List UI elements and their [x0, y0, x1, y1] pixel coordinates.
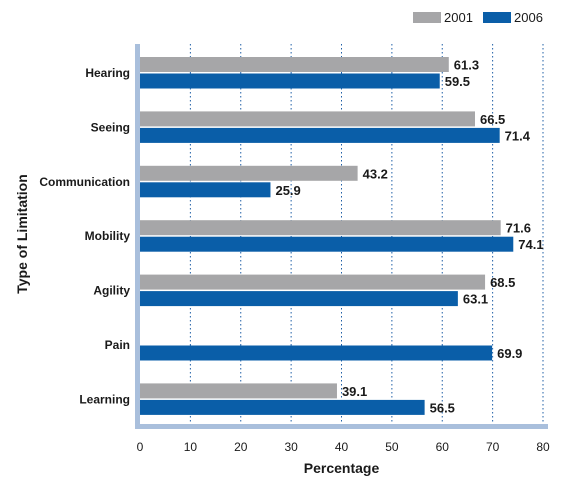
data-label: 59.5: [445, 74, 470, 89]
bar: [140, 57, 449, 72]
bar: [140, 165, 358, 181]
category-label: Seeing: [91, 120, 130, 134]
x-tick-label: 50: [385, 440, 399, 454]
data-label: 39.1: [342, 384, 367, 399]
bar: [140, 274, 486, 290]
y-axis-title: Type of Limitation: [14, 174, 30, 294]
x-tick-label: 40: [335, 440, 349, 454]
data-label: 66.5: [480, 112, 505, 127]
data-labels: 61.359.5 66.571.4 43.2 25.9 71.674.1 68.563.1…: [275, 58, 543, 416]
bar: [140, 291, 458, 307]
x-tick-label: 10: [184, 440, 198, 454]
category-label: Hearing: [85, 66, 130, 80]
x-tick-label: 70: [486, 440, 500, 454]
bar: [140, 345, 493, 361]
data-label: 74.1: [518, 237, 543, 252]
category-label: Communication: [39, 175, 130, 189]
bar: [140, 182, 271, 198]
data-label: 25.9: [275, 183, 300, 198]
x-axis-title: Percentage: [304, 460, 380, 476]
legend-label: 2001: [444, 10, 473, 25]
legend: 2001 2006: [413, 10, 543, 25]
category-label: Pain: [105, 338, 130, 352]
bar: [140, 383, 337, 399]
bar: [140, 220, 501, 236]
x-tick-label: 30: [284, 440, 298, 454]
bar: [140, 399, 425, 415]
grid-lines: [189, 44, 544, 424]
x-tick-label: 0: [137, 440, 144, 454]
x-tick-label: 20: [234, 440, 248, 454]
bar: [140, 127, 500, 143]
data-label: 61.3: [454, 58, 479, 73]
data-label: 56.5: [430, 400, 455, 415]
x-axis-line: [135, 424, 548, 429]
bar: [140, 236, 514, 252]
category-label: Mobility: [85, 229, 131, 243]
x-tick-label: 80: [536, 440, 550, 454]
data-label: 71.6: [506, 221, 531, 236]
x-tick-labels: 0 10 20 30 40 50 60 70 80: [137, 440, 550, 454]
data-label: 69.9: [497, 346, 522, 361]
legend-label: 2006: [514, 10, 543, 25]
bar: [140, 111, 475, 127]
legend-swatch: [413, 12, 441, 23]
legend-swatch: [483, 12, 511, 23]
x-tick-label: 60: [436, 440, 450, 454]
data-label: 43.2: [363, 166, 388, 181]
data-label: 71.4: [505, 128, 531, 143]
bar-group: [140, 57, 514, 415]
y-axis-line: [135, 44, 140, 429]
bar: [140, 73, 440, 89]
data-label: 68.5: [490, 275, 515, 290]
category-label: Agility: [93, 284, 130, 298]
axes: [135, 44, 548, 429]
category-labels: Hearing Seeing Communication Mobility Agilit…: [39, 66, 130, 406]
data-label: 63.1: [463, 292, 488, 307]
category-label: Learning: [79, 392, 130, 406]
